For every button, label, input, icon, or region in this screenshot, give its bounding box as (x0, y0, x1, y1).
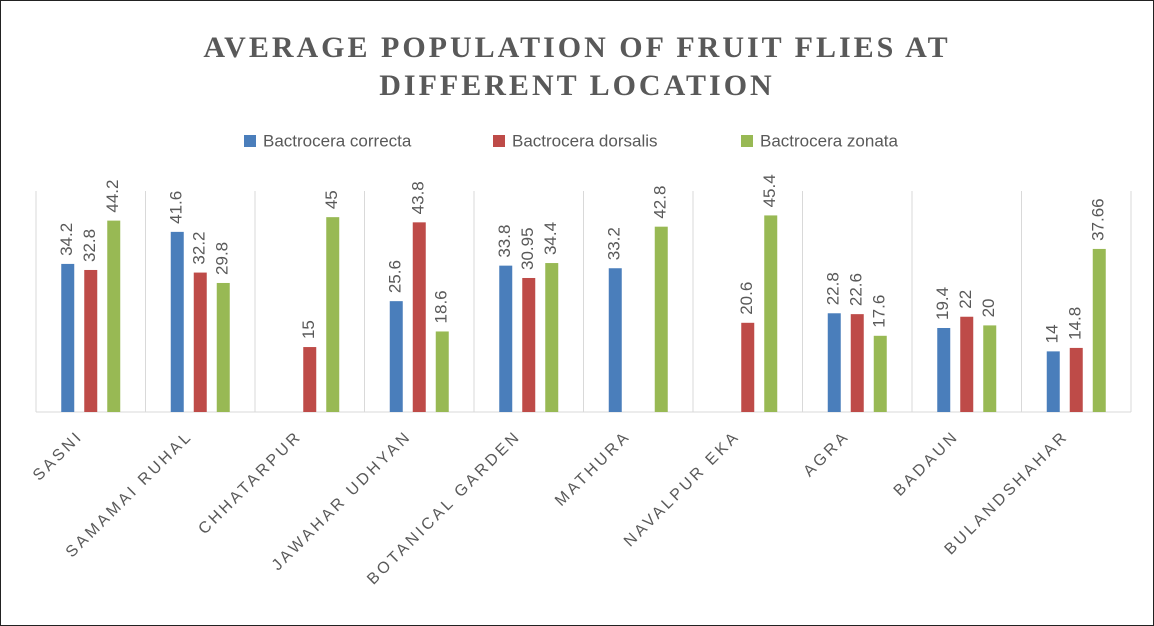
value-label: 20 (979, 298, 998, 317)
bar (1046, 351, 1060, 412)
bar (435, 331, 449, 412)
x-tick-label: MATHURA (552, 428, 634, 510)
value-label: 33.8 (495, 225, 514, 258)
bar (107, 220, 121, 412)
bar (499, 265, 513, 412)
value-label: 22 (956, 290, 975, 309)
value-label: 45 (322, 190, 341, 209)
bar (216, 282, 230, 412)
value-label: 42.8 (651, 186, 670, 219)
x-tick-label: CHHATARPUR (195, 428, 305, 538)
value-label: 32.8 (80, 229, 99, 262)
legend-label: Bactrocera dorsalis (512, 131, 658, 150)
bar (193, 272, 207, 412)
bar (412, 222, 426, 412)
bar (608, 268, 622, 412)
legend-label: Bactrocera correcta (263, 131, 412, 150)
value-label: 32.2 (190, 231, 209, 264)
bar (850, 314, 864, 412)
legend-label: Bactrocera zonata (760, 131, 899, 150)
value-label: 14.8 (1066, 307, 1085, 340)
bar (84, 269, 98, 412)
value-label: 25.6 (386, 260, 405, 293)
bar (61, 263, 75, 412)
x-tick-label: SAMAMAI RUHAL (63, 428, 196, 561)
value-label: 18.6 (432, 290, 451, 323)
bar (960, 316, 974, 412)
value-label: 34.2 (57, 223, 76, 256)
x-tick-label: NAVALPUR EKA (621, 428, 744, 551)
chart-title: AVERAGE POPULATION OF FRUIT FLIES AT DIF… (203, 31, 951, 102)
bar (170, 231, 184, 412)
bar (1069, 347, 1083, 412)
value-label: 44.2 (103, 180, 122, 213)
value-label: 22.6 (847, 273, 866, 306)
bar (983, 325, 997, 412)
value-label: 22.8 (824, 272, 843, 305)
value-label: 41.6 (167, 191, 186, 224)
bar (937, 327, 951, 412)
value-label: 19.4 (933, 287, 952, 320)
value-label: 20.6 (737, 282, 756, 315)
bar (389, 301, 403, 412)
legend-swatch (244, 135, 256, 147)
x-tick-label: BADAUN (891, 428, 963, 500)
value-label: 37.66 (1089, 198, 1108, 241)
value-label: 17.6 (870, 295, 889, 328)
x-tick-label: AGRA (800, 428, 853, 481)
bar (326, 217, 340, 412)
value-label: 43.8 (409, 181, 428, 214)
value-label: 34.4 (541, 222, 560, 255)
value-label: 15 (299, 320, 318, 339)
value-label: 29.8 (213, 242, 232, 275)
bar (522, 277, 536, 412)
legend-swatch (493, 135, 505, 147)
legend-swatch (741, 135, 753, 147)
bar (303, 347, 317, 412)
bar (1092, 248, 1106, 412)
x-tick-label: SASNI (30, 428, 87, 485)
bar (764, 215, 778, 412)
value-label: 33.2 (605, 227, 624, 260)
bar (545, 263, 559, 412)
bar (741, 322, 755, 412)
bar (654, 226, 668, 412)
bar (827, 313, 841, 412)
value-label: 14 (1043, 324, 1062, 343)
value-label: 45.4 (760, 174, 779, 207)
x-tick-label: BULANDSHAHAR (942, 428, 1073, 559)
value-label: 30.95 (518, 227, 537, 270)
bar (873, 335, 887, 412)
